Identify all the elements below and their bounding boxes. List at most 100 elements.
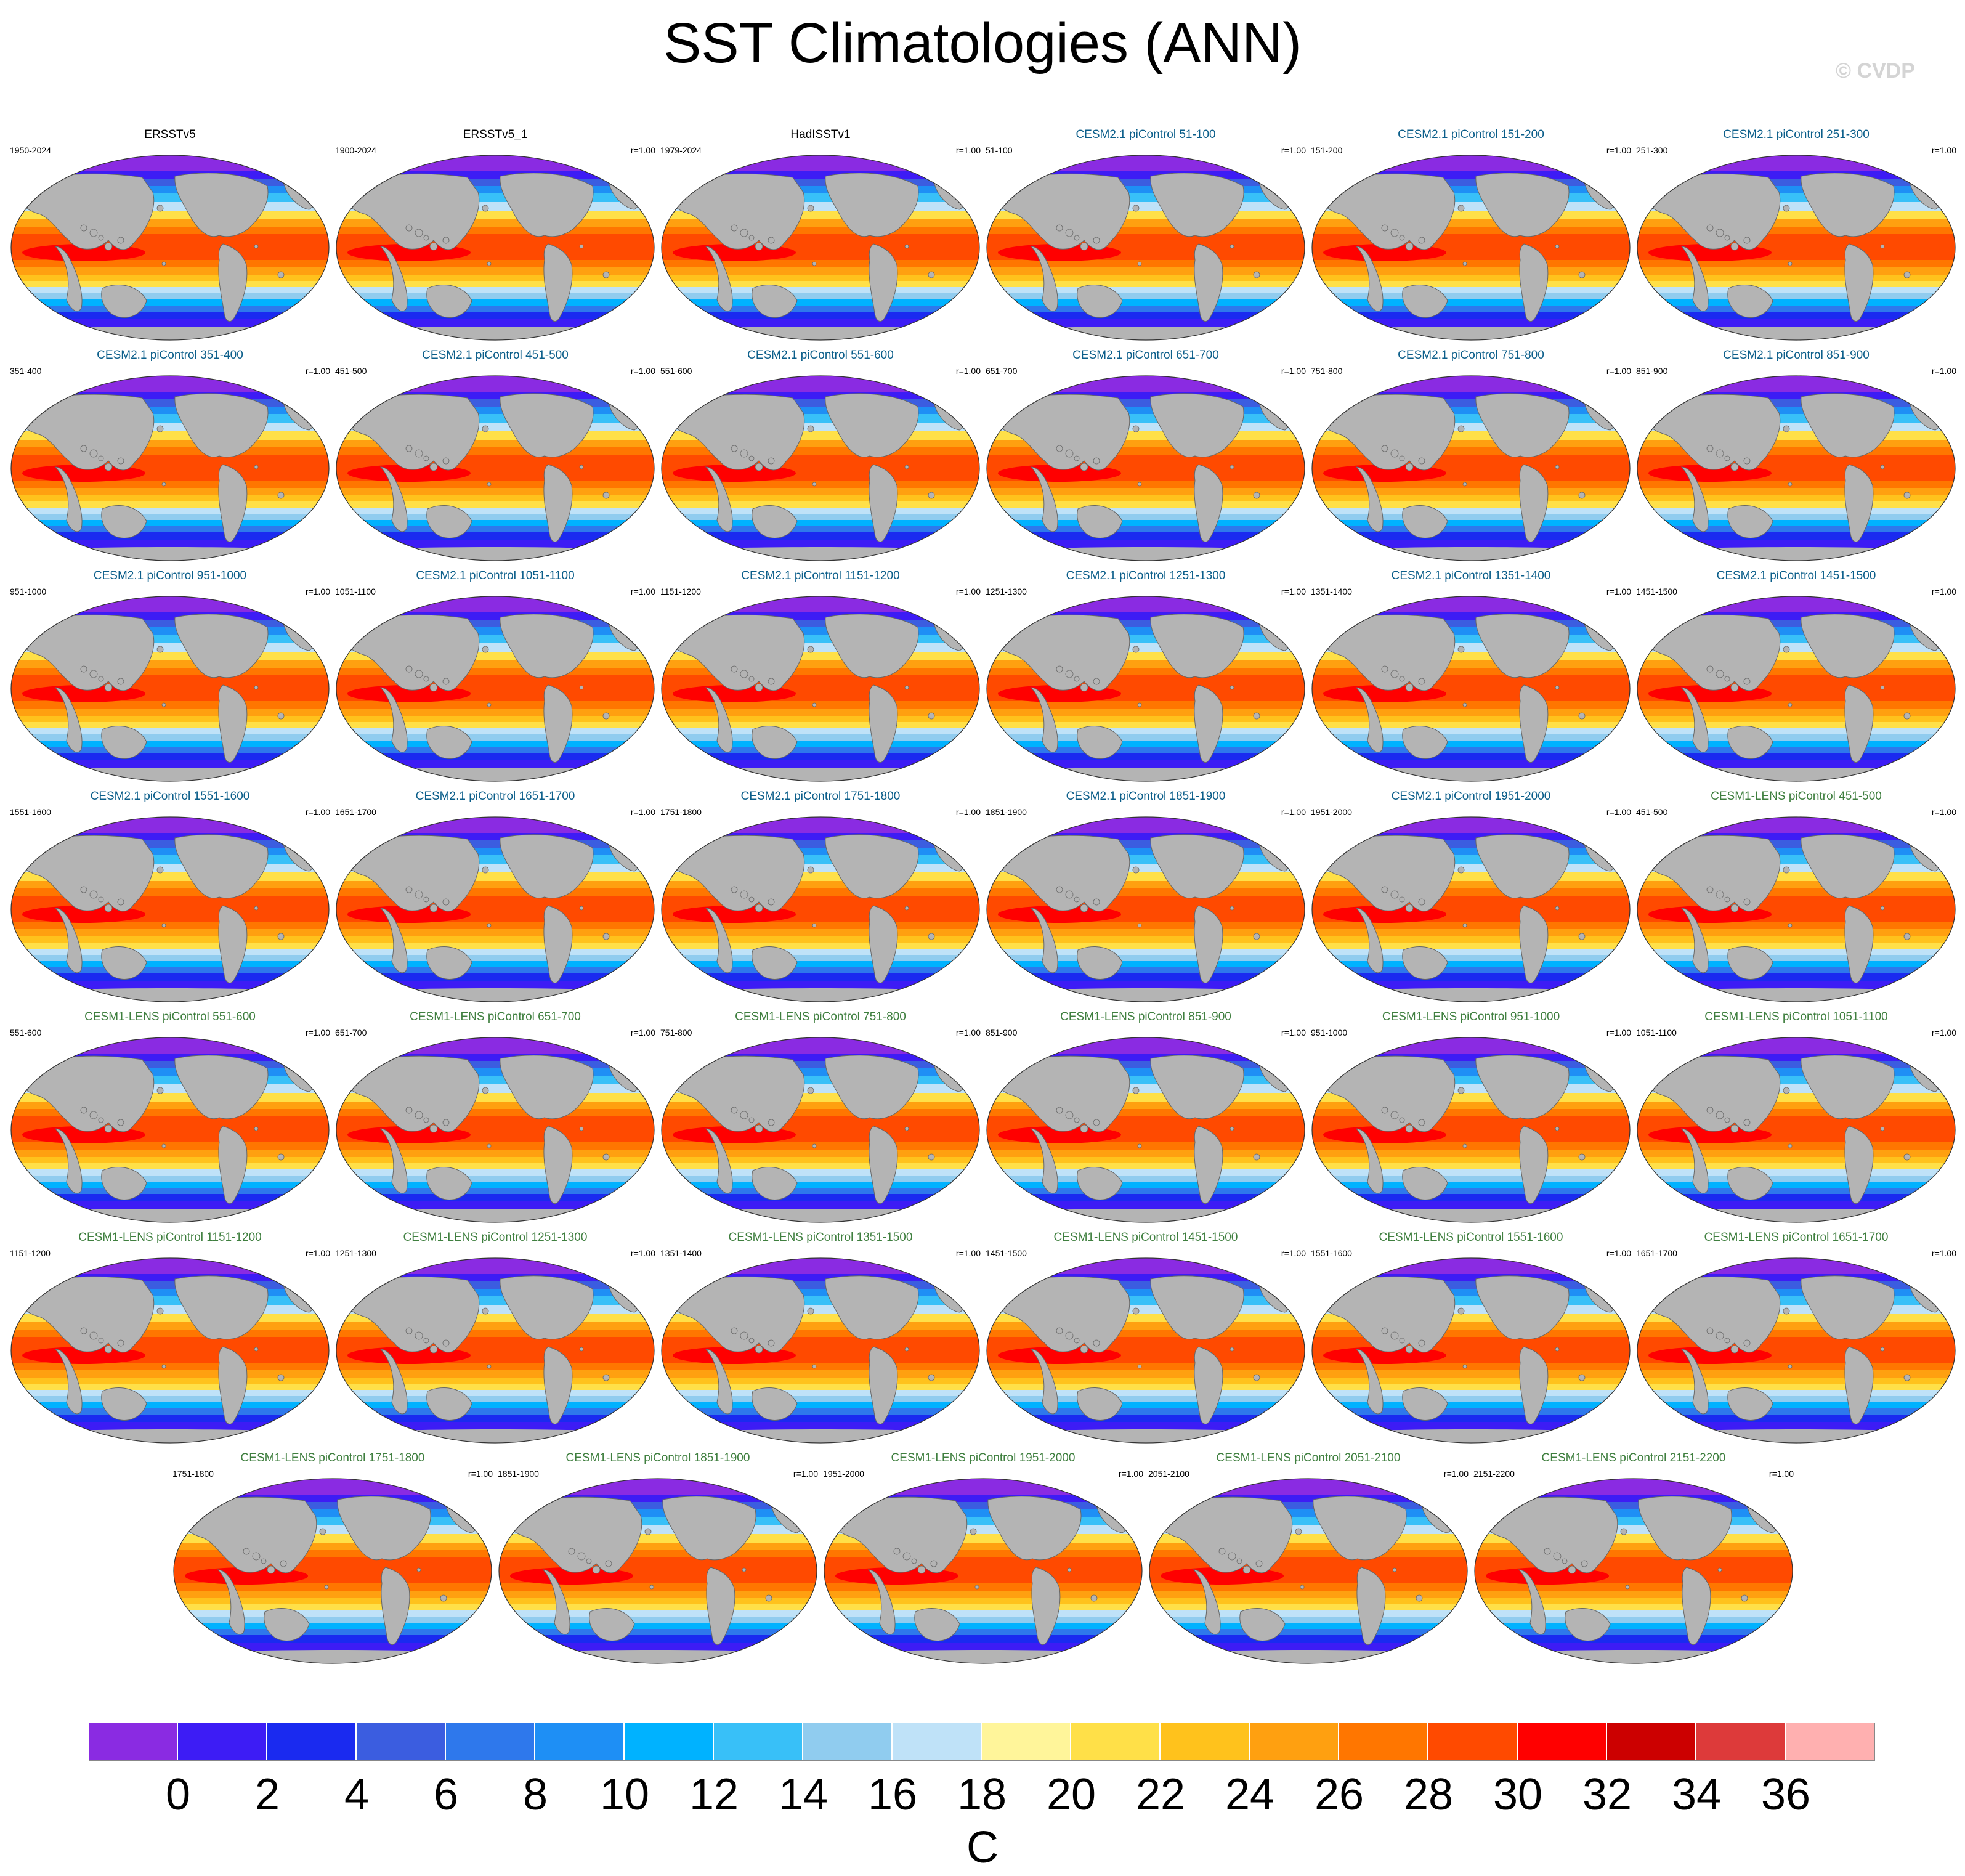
sst-band [1637,961,1955,967]
island [917,1565,926,1574]
island [768,1119,775,1126]
sst-band [174,1598,492,1604]
sst-map [1311,816,1631,1002]
island [1093,678,1100,685]
island [812,482,817,487]
sst-band [987,1274,1305,1281]
sst-band [499,1629,817,1635]
island [482,205,489,212]
sst-band [1312,1182,1630,1188]
sst-band [1312,675,1630,684]
island [319,1528,326,1535]
island [1578,492,1586,499]
land-mass [1194,905,1223,984]
island [156,1087,164,1094]
land-mass [1519,464,1549,543]
island [1399,1338,1405,1344]
colorbar-tick-label: 26 [1314,1770,1364,1819]
land-mass [543,905,573,984]
island [117,898,124,906]
antarctica [11,988,329,1002]
sst-band [662,1274,979,1281]
sst-map [661,155,980,341]
sst-band [1637,1142,1955,1150]
antarctica [987,768,1305,781]
land-mass [1727,946,1773,980]
island [429,1345,438,1354]
sst-band [336,306,654,312]
panel-title: HadISSTv1 [790,128,851,141]
sst-band [499,1617,817,1623]
sst-band [336,455,654,463]
panel-period: 1900-2024 [335,145,376,155]
land-mass [1638,614,1781,691]
sst-band [1312,275,1630,281]
sst-band [1312,1274,1630,1281]
panel-title: CESM1-LENS piControl 851-900 [1060,1010,1231,1023]
sst-band [1637,1370,1955,1378]
island [1399,455,1405,461]
sst-band [11,596,329,612]
sst-band [662,501,979,508]
sst-band [1637,1116,1955,1125]
island [252,1552,261,1561]
sst-band [662,1054,979,1061]
panel-correlation: r=1.00 [1606,1028,1631,1037]
colorbar-swatch [446,1723,535,1761]
sst-band [1637,1157,1955,1163]
sst-band [987,1408,1305,1415]
island [1741,1594,1748,1602]
land-mass [987,835,1130,912]
island [928,492,935,499]
panel-correlation: r=1.00 [1281,366,1306,376]
island [904,465,909,469]
panel-title: CESM2.1 piControl 1751-1800 [740,790,901,803]
sst-band [336,495,654,501]
sst-band [11,287,329,293]
land-mass [337,1276,480,1353]
land-mass [662,1276,805,1353]
panel-title: CESM2.1 piControl 851-900 [1723,349,1870,362]
panel-period: 1251-1300 [986,587,1027,596]
sst-map [10,1037,330,1223]
island [254,1126,259,1131]
island [254,685,259,690]
sst-band [662,967,979,973]
island [98,676,104,682]
sst-band [987,281,1305,287]
island [405,665,413,673]
sst-band [11,817,329,833]
island [812,261,817,266]
land-mass [1313,1496,1407,1561]
sst-band [1312,961,1630,967]
sst-band [336,929,654,936]
island [1093,1119,1100,1126]
land-mass [543,243,573,322]
island [1253,1374,1260,1381]
sst-band [1149,1557,1467,1566]
panel-title: CESM2.1 piControl 451-500 [422,349,569,362]
panel-correlation: r=1.00 [630,1248,655,1258]
island [740,1331,748,1340]
sst-band [1637,514,1955,520]
island [893,1548,901,1555]
sst-band [662,701,979,709]
colorbar-swatch [982,1723,1071,1761]
sst-band [11,520,329,526]
island [89,229,98,237]
map-panel: CESM2.1 piControl 1351-1400 1351-1400 r=1.… [1308,569,1634,785]
sst-band [1312,973,1630,981]
sst-band [824,1583,1142,1591]
island [405,886,413,893]
land-mass [1355,1349,1384,1415]
island [602,1374,610,1381]
island [768,237,775,244]
sst-band [11,896,329,904]
island [487,702,492,707]
land-mass [1475,1496,1618,1573]
colorbar-swatch [89,1723,178,1761]
sst-band [336,949,654,955]
island [1716,1111,1724,1119]
land-mass [54,466,83,532]
sst-band [662,949,979,955]
